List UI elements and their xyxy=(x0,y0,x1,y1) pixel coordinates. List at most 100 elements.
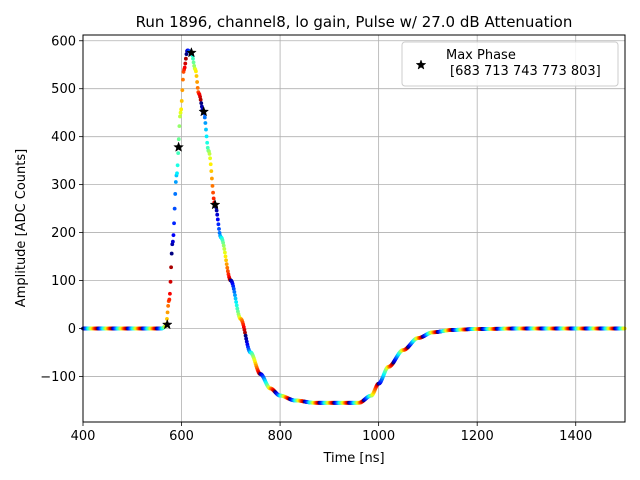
pulse-sample-dot xyxy=(208,156,213,161)
pulse-sample-dot xyxy=(182,65,187,70)
pulse-sample-dot xyxy=(210,176,214,181)
pulse-sample-dot xyxy=(233,296,238,301)
x-axis-label: Time [ns] xyxy=(322,451,384,466)
max-phase-star xyxy=(209,199,221,210)
pulse-sample-dot xyxy=(175,163,180,168)
legend-label: Max Phase xyxy=(446,48,516,63)
x-tick-label: 600 xyxy=(169,429,194,444)
grid-lines xyxy=(82,35,625,422)
pulse-sample-dot xyxy=(194,74,199,78)
pulse-sample-dot xyxy=(231,286,236,291)
y-tick-label: 100 xyxy=(51,274,76,289)
pulse-sample-dot xyxy=(172,221,176,226)
pulse-sample-dot xyxy=(168,279,173,284)
pulse-sample-dot xyxy=(224,258,228,263)
pulse-sample-dot xyxy=(215,212,220,217)
pulse-sample-dot xyxy=(176,137,181,142)
chart-title: Run 1896, channel8, lo gain, Pulse w/ 27… xyxy=(136,13,573,31)
y-tick-label: 300 xyxy=(51,178,76,193)
pulse-sample-dot xyxy=(234,303,239,308)
pulse-sample-dot xyxy=(242,327,247,332)
pulse-sample-dot xyxy=(234,300,239,304)
pulse-sample-dot xyxy=(191,56,195,61)
pulse-sample-dot xyxy=(180,88,185,93)
pulse-sample-dot xyxy=(222,247,227,251)
pulse-sample-dot xyxy=(221,243,226,248)
plot-frame xyxy=(82,34,626,423)
pulse-sample-dot xyxy=(195,80,200,84)
pulse-sample-dot xyxy=(203,121,208,125)
pulse-sample-dot xyxy=(209,169,214,174)
y-tick-label: 400 xyxy=(51,130,76,145)
max-phase-star xyxy=(173,141,185,152)
pulse-sample-dot xyxy=(178,110,183,115)
pulse-sample-dot xyxy=(225,265,230,270)
pulse-sample-dot xyxy=(198,97,203,102)
pulse-sample-dot xyxy=(170,239,175,244)
pulse-sample-dot xyxy=(221,240,226,245)
pulse-sample-dot xyxy=(169,265,174,270)
pulse-sample-dot xyxy=(235,306,240,311)
pulse-sample-dot xyxy=(244,336,249,341)
pulse-sample-dot xyxy=(181,77,185,82)
legend: Max Phase [683 713 743 773 803] xyxy=(401,41,619,87)
pulse-sample-dot xyxy=(202,115,207,120)
x-tick-label: 800 xyxy=(268,429,293,444)
pulse-sample-dot xyxy=(173,192,178,196)
pulse-sample-dot xyxy=(233,293,237,298)
pulse-sample-dot xyxy=(204,134,209,139)
pulse-sample-dot xyxy=(176,151,181,155)
pulse-sample-dot xyxy=(225,269,230,274)
pulse-sample-dot xyxy=(205,140,210,145)
pulse-sample-dot xyxy=(173,180,178,184)
x-tick-label: 1400 xyxy=(559,429,592,444)
pulse-sample-dot xyxy=(205,145,210,150)
legend-star-icon xyxy=(415,59,427,70)
pulse-sample-dot xyxy=(178,114,182,119)
pulse-sample-dot xyxy=(191,60,196,65)
pulse-sample-dot xyxy=(223,254,228,259)
pulse-sample-dot xyxy=(232,289,237,294)
pulse-sample-dot xyxy=(177,124,182,129)
max-phase-star xyxy=(198,106,210,117)
x-tick-label: 1200 xyxy=(461,429,494,444)
pulse-sample-dot xyxy=(194,69,198,74)
pulse-sample-dot xyxy=(168,291,172,296)
pulse-sample-dot xyxy=(223,250,227,255)
x-tick-label: 400 xyxy=(71,429,96,444)
y-axis-ticks: −100 0 100 200 300 400 500 600 xyxy=(40,34,83,385)
y-tick-label: 0 xyxy=(68,322,76,337)
pulse-sample-dot xyxy=(183,61,188,66)
pulse-sample-dot xyxy=(243,333,248,338)
pulse-sample-dot xyxy=(183,56,188,61)
y-tick-label: 200 xyxy=(51,226,76,241)
x-axis-ticks: 400 600 800 1000 1200 1400 xyxy=(71,422,592,444)
pulse-sample-dot xyxy=(208,162,213,167)
pulse-sample-dot xyxy=(184,52,189,57)
pulse-sample-dot xyxy=(215,217,220,222)
max-phase-markers xyxy=(161,47,221,330)
pulse-sample-dot xyxy=(171,233,176,238)
pulse-sample-dot xyxy=(165,310,170,315)
pulse-sample-dot xyxy=(198,94,202,99)
pulse-sample-dot xyxy=(169,251,174,256)
pulse-sample-dot xyxy=(224,262,229,266)
pulse-sample-dot xyxy=(243,330,247,335)
pulse-sample-dot xyxy=(165,317,169,321)
y-tick-label: −100 xyxy=(40,370,76,385)
pulse-sample-dot xyxy=(172,206,177,211)
pulse-sample-dot xyxy=(216,222,221,227)
pulse-sample-dot xyxy=(217,230,222,235)
legend-values: [683 713 743 773 803] xyxy=(450,64,601,79)
pulse-sample-dot xyxy=(175,171,179,176)
max-phase-star xyxy=(161,318,173,330)
pulse-sample-dot xyxy=(195,85,200,90)
pulse-sample-dot xyxy=(167,297,172,302)
y-tick-label: 600 xyxy=(51,34,76,49)
pulse-sample-dot xyxy=(211,190,215,195)
pulse-sample-dot xyxy=(166,303,171,308)
pulse-sample-dot xyxy=(214,208,219,213)
pulse-sample-dot xyxy=(204,127,208,132)
pulse-sample-dot xyxy=(199,104,204,109)
